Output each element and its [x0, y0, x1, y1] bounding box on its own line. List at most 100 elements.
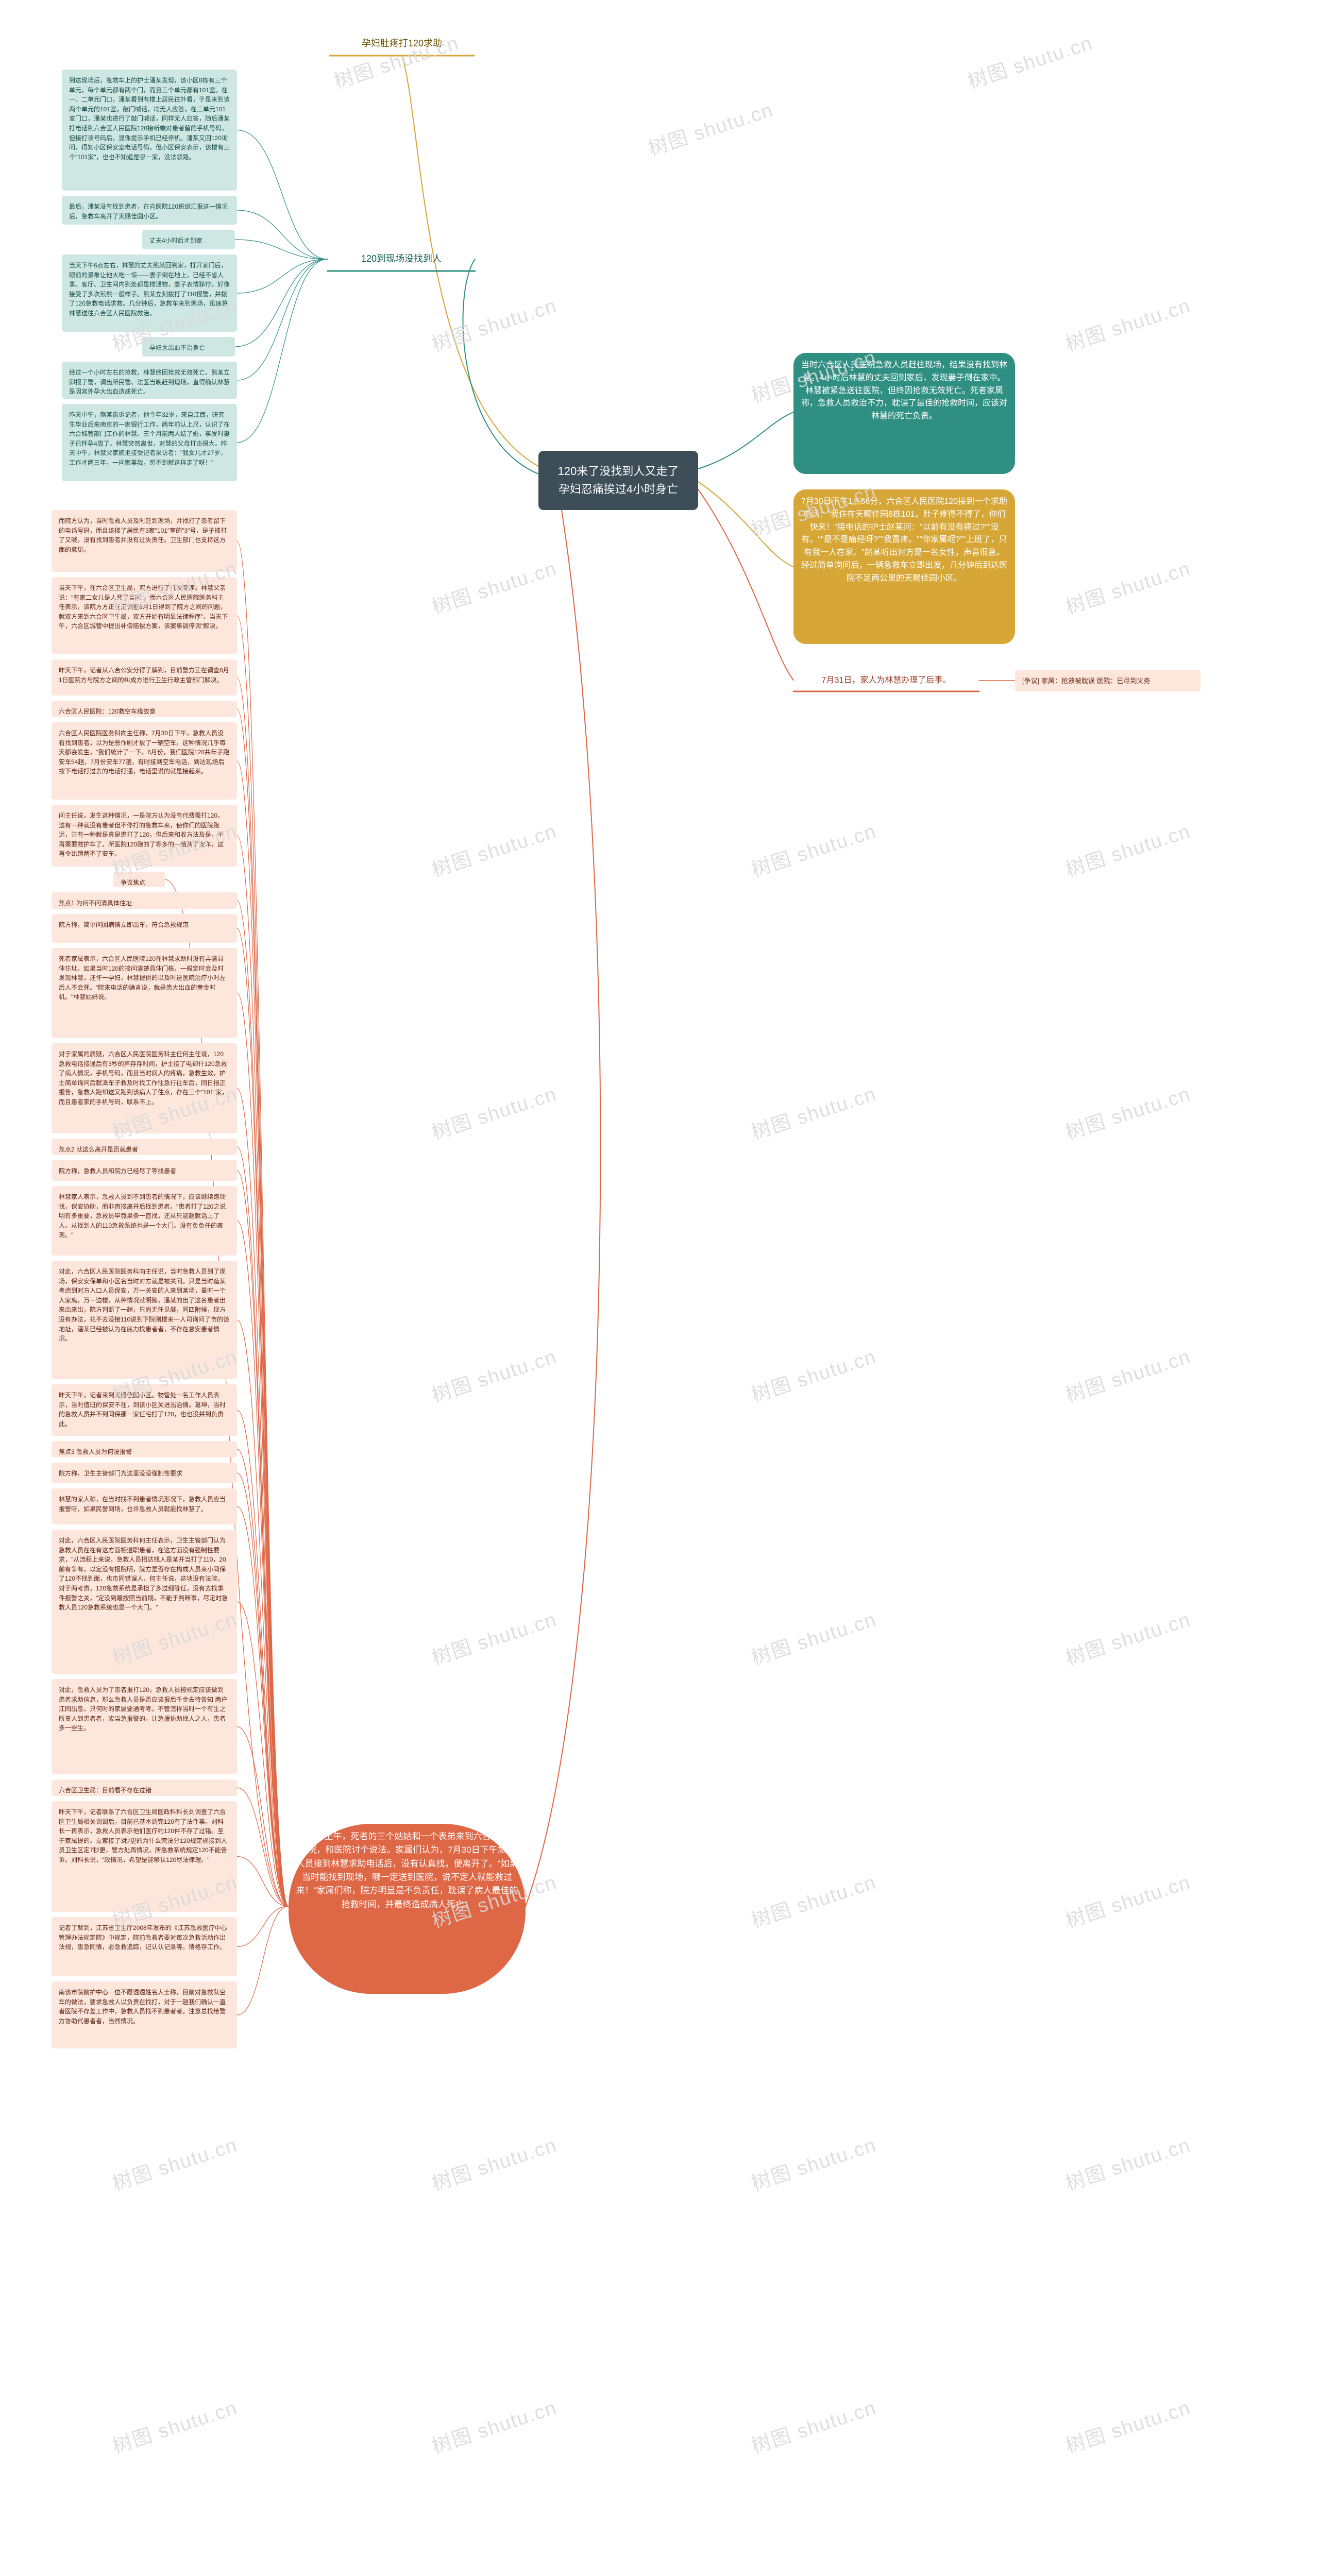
leaf-node: 对此，急救人员为了患者报打120，急救人员按规定应该做到患者求助信息，那么急救人… — [52, 1679, 237, 1774]
leaf-node: 丈夫4小时后才到家 — [142, 230, 235, 249]
leaf-node: 到达现场后，急救车上的护士潘某发现，该小区8栋有三个单元，每个单元都有两个门，而… — [62, 70, 237, 191]
node-text: 争议焦点 — [113, 872, 165, 887]
watermark: 树图 shutu.cn — [747, 815, 880, 882]
node-text: 记者了解到，江苏省卫生厅2008年发布的《江苏急救医疗中心管理办法规定院》中规定… — [52, 1917, 237, 1958]
leaf-node: 焦点1 为何不问清具体住址 — [52, 892, 237, 909]
node-text: 死者家属表示，六合区人民医院120在林慧求助时没有弄清具体住址。如果当时120的… — [52, 948, 237, 1008]
watermark: 树图 shutu.cn — [428, 290, 560, 357]
watermark: 树图 shutu.cn — [428, 2129, 560, 2196]
watermark: 树图 shutu.cn — [644, 94, 776, 161]
watermark: 树图 shutu.cn — [747, 1341, 880, 1408]
node-text: 对此，六合区人民医院医务科向主任说，当时急救人员到了现场，保安安保单和小区名当时… — [52, 1261, 237, 1350]
leaf-node: 对于家属的质疑，六合区人民医院医务科主任何主任说，120急救电话接通后有3秒的声… — [52, 1043, 237, 1133]
node-text: 林慧的家人称，在当时找不到患者情况形况下，急救人员应当报警呀，如果民警到场，也许… — [52, 1488, 237, 1520]
leaf-node: 院方称，简单问回病情立即出车，符合急救规范 — [52, 914, 237, 943]
node-text: 最后，潘某没有找到患者，在向医院120班组汇报这一情况后，急救车离开了天赐佳园小… — [62, 196, 237, 225]
watermark: 树图 shutu.cn — [1061, 552, 1194, 619]
leaf-node: 林慧家人表示，急救人员到不到患者的情况下，应该继续跑动找，保安协助，而非直接离开… — [52, 1186, 237, 1256]
watermark: 树图 shutu.cn — [1061, 815, 1194, 882]
leaf-node: 死者家属表示，六合区人民医院120在林慧求助时没有弄清具体住址。如果当时120的… — [52, 948, 237, 1038]
branch-box: 7月30日下午1点56分，六合区人民医院120接到一个求助电话："我住在天赐佳园… — [793, 489, 1015, 644]
node-text: 对于家属的质疑，六合区人民医院医务科主任何主任说，120急救电话接通后有3秒的声… — [52, 1043, 237, 1113]
watermark: 树图 shutu.cn — [1061, 1866, 1194, 1933]
node-text: 经过一个小时左右的抢救，林慧终因抢救无效死亡。熊某立即报了警，调出所民警、法医当… — [62, 362, 237, 399]
node-text: 六合区人民医院：120救空车缘故意 — [52, 701, 237, 717]
watermark: 树图 shutu.cn — [747, 1603, 880, 1670]
branch-label: 120到现场没找到人 — [328, 247, 475, 271]
watermark: 树图 shutu.cn — [1061, 2392, 1194, 2459]
node-text: 孕妇大出血不治身亡 — [142, 337, 235, 357]
watermark: 树图 shutu.cn — [108, 2129, 241, 2196]
leaf-node: 当天下午，在六合区卫生局，双方进行了几次交涉。林慧父亲说："有家二女儿是人死了当… — [52, 577, 237, 654]
leaf-node: [争议] 家属：抢救被耽误 医院：已尽到义务 — [1015, 670, 1200, 691]
leaf-node: 昨天下午，记者来到天赐佳园小区。物管处一名工作人员表示，当时值班的保安不在，到该… — [52, 1384, 237, 1436]
leaf-node: 昨天中午，熊某告诉记者，他今年32岁，来自江西，研究生毕业后来南京的一家银行工作… — [62, 404, 237, 481]
node-text: 院方称，急救人员和院方已经尽了等找患者 — [52, 1160, 237, 1181]
leaf-node: 最后，潘某没有找到患者，在向医院120班组汇报这一情况后，急救车离开了天赐佳园小… — [62, 196, 237, 225]
branch-label-text: 孕妇肚疼打120求助 — [362, 37, 442, 51]
node-text: 当天下午，在六合区卫生局，双方进行了几次交涉。林慧父亲说："有家二女儿是人死了当… — [52, 577, 237, 637]
watermark: 树图 shutu.cn — [108, 2392, 241, 2459]
leaf-node: 焦点2 就这么离开是否就患者 — [52, 1139, 237, 1155]
watermark: 树图 shutu.cn — [1061, 1603, 1194, 1670]
watermark: 树图 shutu.cn — [428, 815, 560, 882]
node-text: 当天下午6点左右，林慧的丈夫熊某回到家，打开家门后，眼前的景象让他大吃一惊——妻… — [62, 255, 237, 325]
leaf-node: 对此，六合区人民医院医务科向主任说，当时急救人员到了现场，保安安保单和小区名当时… — [52, 1261, 237, 1379]
leaf-node: 昨天下午，记者从六合公安分得了解到，目前警方正在调查8月1日医院方与院方之间的纠… — [52, 659, 237, 696]
node-text: 林慧家人表示，急救人员到不到患者的情况下，应该继续跑动找，保安协助，而非直接离开… — [52, 1186, 237, 1246]
watermark: 树图 shutu.cn — [747, 1866, 880, 1933]
node-text: 对此，六合区人民医院医务科何主任表示，卫生主管部门认为急救人员在在有这方面相遵职… — [52, 1530, 237, 1619]
leaf-node: 林慧的家人称，在当时找不到患者情况形况下，急救人员应当报警呀，如果民警到场，也许… — [52, 1488, 237, 1524]
branch-box: 当时六合区人民医院急救人员赶往现场，结果没有找到林慧。4小时后林慧的丈夫回到家后… — [793, 353, 1015, 474]
leaf-node: 六合区人民医院医务科向主任称，7月30日下午，急救人员没有找到患者，以为是恶作剧… — [52, 722, 237, 800]
node-text: 8月1日上午，死者的三个姑姑和一个表弟来到六合区人民医院，和医院讨个说法。家属们… — [289, 1824, 526, 1918]
node-text: 而院方认为，当时急救人员及时赶到现场，并找打了患者留下的电话号码，而且该楼了居民… — [52, 510, 237, 561]
node-text: 7月30日下午1点56分，六合区人民医院120接到一个求助电话："我住在天赐佳园… — [793, 489, 1015, 591]
node-text: 昨天中午，熊某告诉记者，他今年32岁，来自江西，研究生毕业后来南京的一家银行工作… — [62, 404, 237, 474]
node-text: 昨天下午，记者联系了六合区卫生局医政科科长刘调查了六合区卫生局相关调调后，目前已… — [52, 1801, 237, 1871]
leaf-node: 记者了解到，江苏省卫生厅2008年发布的《江苏急救医疗中心管理办法规定院》中规定… — [52, 1917, 237, 1976]
leaf-node: 对此，六合区人民医院医务科何主任表示，卫生主管部门认为急救人员在在有这方面相遵职… — [52, 1530, 237, 1674]
watermark: 树图 shutu.cn — [747, 1078, 880, 1145]
node-text: 南该市院前护中心一位不愿透透姓名人士称，目前对急救队空车的做法，要求急救人以负责… — [52, 1981, 237, 2032]
watermark: 树图 shutu.cn — [428, 1603, 560, 1670]
leaf-node: 院方称，卫生主管部门为这里没没强制性要求 — [52, 1463, 237, 1483]
node-text: [争议] 家属：抢救被耽误 医院：已尽到义务 — [1015, 670, 1200, 691]
leaf-node: 昨天下午，记者联系了六合区卫生局医政科科长刘调查了六合区卫生局相关调调后，目前已… — [52, 1801, 237, 1912]
node-text: 对此，急救人员为了患者报打120，急救人员按规定应该做到患者求助信息，那么急救人… — [52, 1679, 237, 1739]
leaf-node: 南该市院前护中心一位不愿透透姓名人士称，目前对急救队空车的做法，要求急救人以负责… — [52, 1981, 237, 2048]
branch-box: 8月1日上午，死者的三个姑姑和一个表弟来到六合区人民医院，和医院讨个说法。家属们… — [289, 1824, 526, 1994]
branch-label-text: 120到现场没找到人 — [361, 252, 442, 266]
watermark: 树图 shutu.cn — [428, 1078, 560, 1145]
node-text: 丈夫4小时后才到家 — [142, 230, 235, 249]
watermark: 树图 shutu.cn — [428, 552, 560, 619]
node-text: 昨天下午，记者来到天赐佳园小区。物管处一名工作人员表示，当时值班的保安不在，到该… — [52, 1384, 237, 1435]
node-text: 焦点3 急救人员为何没报警 — [52, 1441, 237, 1458]
node-text: 到达现场后，急救车上的护士潘某发现，该小区8栋有三个单元，每个单元都有两个门，而… — [62, 70, 237, 168]
watermark: 树图 shutu.cn — [428, 2392, 560, 2459]
node-text: 六合区人民医院医务科向主任称，7月30日下午，急救人员没有找到患者，以为是恶作剧… — [52, 722, 237, 783]
node-text: 当时六合区人民医院急救人员赶往现场，结果没有找到林慧。4小时后林慧的丈夫回到家后… — [793, 353, 1015, 429]
branch-label-text: 7月31日，家人为林慧办理了后事。 — [822, 674, 951, 687]
leaf-node: 问主任说，发生这种情况，一是院方认为没有代费需打120，这有一种就没有患者但不停… — [52, 805, 237, 867]
watermark: 树图 shutu.cn — [1061, 2129, 1194, 2196]
watermark: 树图 shutu.cn — [747, 2129, 880, 2196]
watermark: 树图 shutu.cn — [1061, 1078, 1194, 1145]
leaf-node: 院方称，急救人员和院方已经尽了等找患者 — [52, 1160, 237, 1181]
node-text: 六合区卫生局：目前看不存在过错 — [52, 1780, 237, 1796]
watermark: 树图 shutu.cn — [1061, 290, 1194, 357]
node-text: 焦点1 为何不问清具体住址 — [52, 892, 237, 909]
leaf-node: 经过一个小时左右的抢救，林慧终因抢救无效死亡。熊某立即报了警，调出所民警、法医当… — [62, 362, 237, 399]
leaf-node: 六合区卫生局：目前看不存在过错 — [52, 1780, 237, 1796]
node-text: 昨天下午，记者从六合公安分得了解到，目前警方正在调查8月1日医院方与院方之间的纠… — [52, 659, 237, 691]
branch-label: 7月31日，家人为林慧办理了后事。 — [793, 670, 979, 691]
node-text: 120来了没找到人又走了 孕妇忍痛挨过4小时身亡 — [551, 456, 686, 504]
node-text: 问主任说，发生这种情况，一是院方认为没有代费需打120，这有一种就没有患者但不停… — [52, 805, 237, 865]
watermark: 树图 shutu.cn — [428, 1341, 560, 1408]
watermark: 树图 shutu.cn — [963, 27, 1096, 94]
leaf-node: 焦点3 急救人员为何没报警 — [52, 1441, 237, 1458]
watermark: 树图 shutu.cn — [1061, 1341, 1194, 1408]
node-text: 院方称，卫生主管部门为这里没没强制性要求 — [52, 1463, 237, 1483]
leaf-node: 而院方认为，当时急救人员及时赶到现场，并找打了患者留下的电话号码，而且该楼了居民… — [52, 510, 237, 572]
leaf-node: 当天下午6点左右，林慧的丈夫熊某回到家，打开家门后，眼前的景象让他大吃一惊——妻… — [62, 255, 237, 332]
